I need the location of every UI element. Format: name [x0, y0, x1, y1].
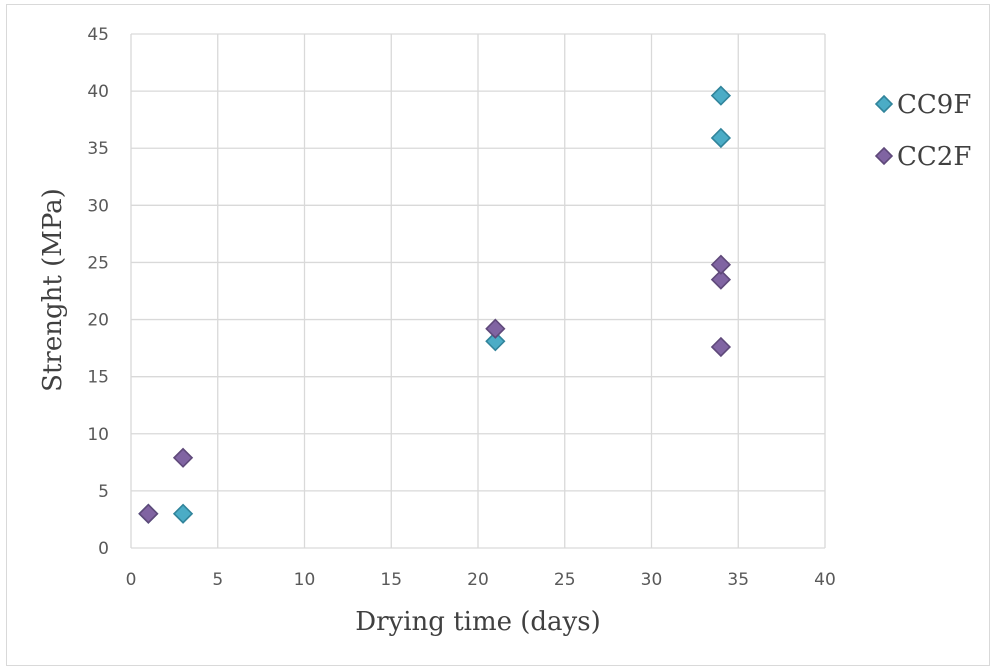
legend-marker-cc2f — [874, 146, 894, 166]
legend-label-cc9f: CC9F — [897, 90, 971, 120]
y-axis-title: Strenght (MPa) — [38, 188, 68, 392]
data-points — [138, 85, 732, 524]
y-tick-label: 40 — [87, 82, 109, 102]
y-tick-label: 25 — [87, 253, 109, 273]
x-tick-label: 20 — [467, 570, 489, 590]
y-tick-label: 35 — [87, 139, 109, 159]
x-tick-label: 10 — [294, 570, 316, 590]
data-point-cc9f — [485, 331, 506, 352]
y-tick-label: 20 — [87, 311, 109, 331]
x-tick-label: 25 — [554, 570, 576, 590]
y-tick-labels: 0 5 10 15 20 25 30 35 40 45 — [87, 25, 109, 559]
x-tick-labels: 0 5 10 15 20 25 30 35 40 — [126, 570, 836, 590]
data-point-cc2f — [485, 318, 506, 339]
data-point-cc9f — [172, 503, 194, 524]
y-tick-label: 30 — [87, 196, 109, 216]
data-point-cc2f — [172, 447, 194, 468]
x-tick-label: 5 — [212, 570, 223, 590]
y-tick-label: 5 — [98, 482, 109, 502]
data-point-cc9f — [710, 127, 732, 149]
x-tick-label: 0 — [126, 570, 137, 590]
x-tick-label: 40 — [814, 570, 836, 590]
x-tick-label: 35 — [727, 570, 749, 590]
grid-lines — [130, 33, 826, 549]
x-tick-label: 15 — [380, 570, 402, 590]
data-point-cc2f — [710, 254, 732, 275]
y-tick-label: 15 — [87, 368, 109, 388]
x-axis-title: Drying time (days) — [355, 607, 600, 637]
x-tick-label: 30 — [641, 570, 663, 590]
data-point-cc2f — [710, 269, 732, 290]
legend-label-cc2f: CC2F — [897, 142, 971, 172]
data-point-cc9f — [710, 85, 732, 106]
y-tick-label: 10 — [87, 425, 109, 445]
data-point-cc2f — [138, 503, 159, 524]
y-tick-label: 0 — [98, 539, 109, 559]
legend-marker-cc9f — [874, 94, 894, 114]
legend: CC9F CC2F — [874, 90, 971, 172]
y-tick-label: 45 — [87, 25, 109, 45]
data-point-cc2f — [710, 336, 732, 358]
